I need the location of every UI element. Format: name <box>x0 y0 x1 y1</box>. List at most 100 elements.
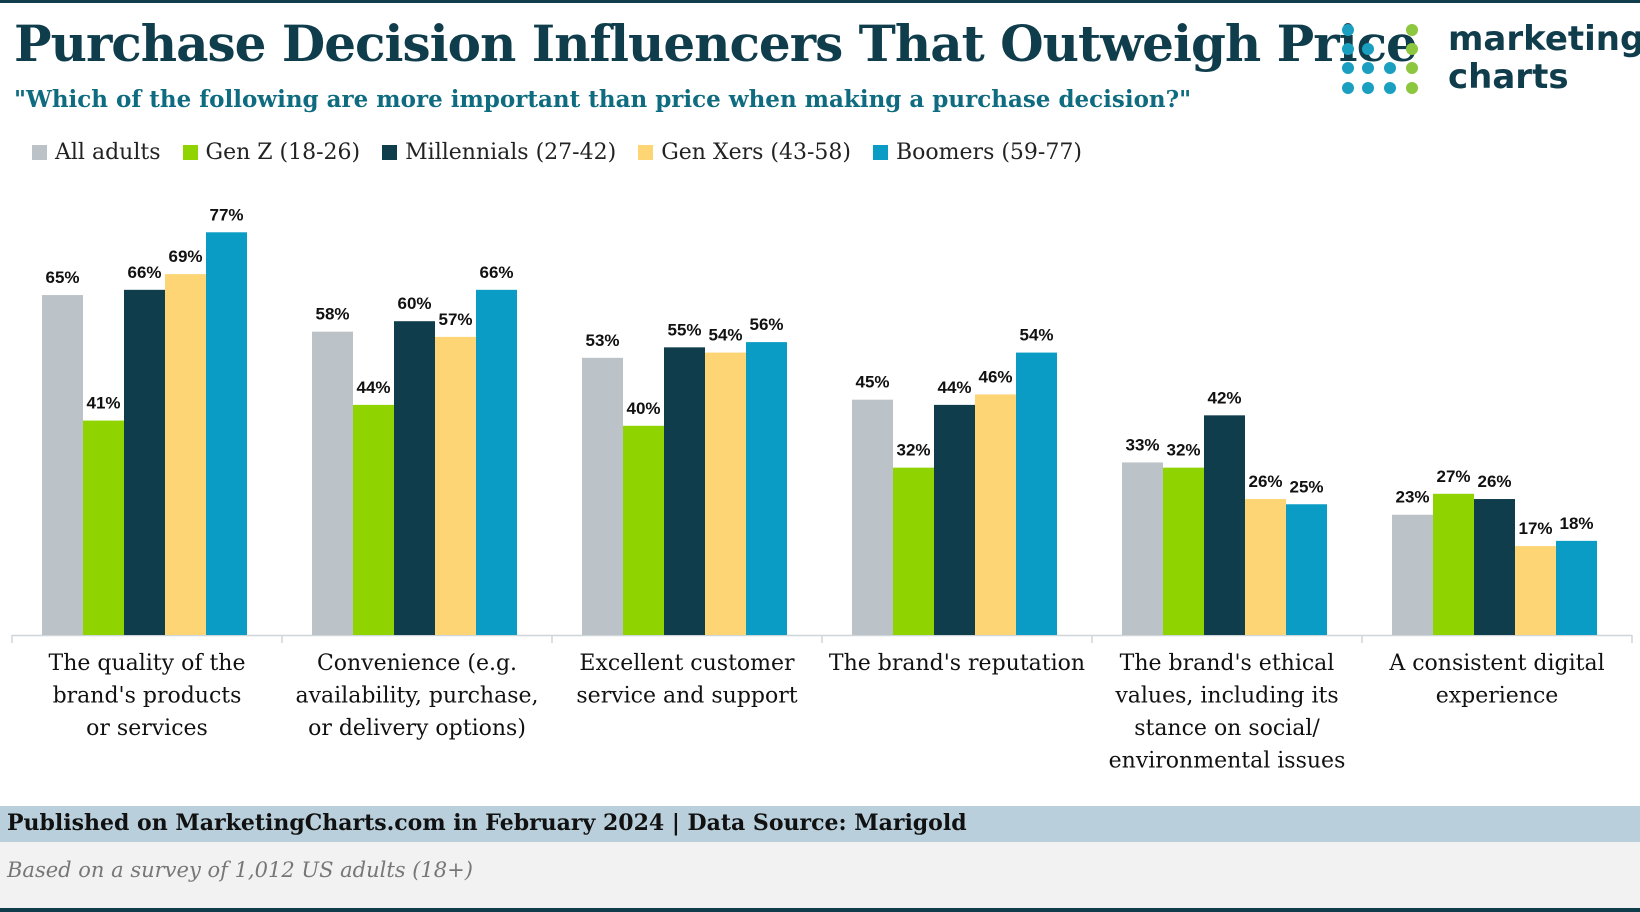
bar <box>124 289 165 635</box>
data-label: 45% <box>855 373 889 392</box>
data-label: 27% <box>1436 467 1470 486</box>
chart-subtitle: "Which of the following are more importa… <box>14 86 1192 113</box>
data-label: 58% <box>315 305 349 324</box>
bar <box>705 352 746 635</box>
bar <box>42 295 83 635</box>
data-label: 32% <box>896 441 930 460</box>
data-label: 17% <box>1518 519 1552 538</box>
legend-item-all-adults: All adults <box>32 140 161 165</box>
data-label: 77% <box>209 205 243 224</box>
data-label: 57% <box>438 310 472 329</box>
legend-swatch <box>32 144 47 160</box>
bar <box>353 404 394 635</box>
chart-title: Purchase Decision Influencers That Outwe… <box>14 14 1418 73</box>
legend-item-gen-xers: Gen Xers (43-58) <box>638 140 851 165</box>
bar <box>1122 462 1163 635</box>
legend-item-gen-z: Gen Z (18-26) <box>182 139 361 165</box>
data-label: 18% <box>1559 514 1593 533</box>
data-label: 55% <box>667 320 701 339</box>
bar <box>975 394 1016 635</box>
bar <box>623 425 664 635</box>
data-label: 65% <box>45 268 79 287</box>
legend-swatch <box>873 144 889 160</box>
category-label: The brand's reputation <box>829 651 1085 676</box>
bar <box>1515 546 1556 635</box>
data-label: 69% <box>168 247 202 266</box>
legend-item-boomers: Boomers (59-77) <box>873 140 1082 165</box>
bar <box>83 420 124 635</box>
bar <box>934 404 975 635</box>
data-label: 42% <box>1207 388 1241 407</box>
bar <box>1286 504 1327 635</box>
data-label: 56% <box>749 315 783 334</box>
chart-legend: All adults Gen Z (18-26) Millennials (27… <box>32 136 1104 168</box>
data-label: 26% <box>1477 472 1511 491</box>
bar <box>1433 493 1474 635</box>
bar <box>476 289 517 635</box>
bar <box>1556 540 1597 635</box>
data-label: 66% <box>127 263 161 282</box>
bar <box>435 336 476 635</box>
bottom-rule <box>0 908 1640 912</box>
bar <box>746 342 787 635</box>
bar <box>394 321 435 635</box>
bar <box>893 467 934 635</box>
data-label: 26% <box>1248 472 1282 491</box>
data-label: 33% <box>1125 435 1159 454</box>
data-label: 44% <box>356 378 390 397</box>
data-label: 23% <box>1395 488 1429 507</box>
category-label: availability, purchase, <box>295 684 538 709</box>
category-label: Convenience (e.g. <box>317 651 517 676</box>
legend-swatch <box>382 144 398 160</box>
legend-label: Gen Xers (43-58) <box>661 139 852 165</box>
category-label: or delivery options) <box>308 716 526 741</box>
category-label: The quality of the <box>49 651 246 676</box>
data-label: 60% <box>397 294 431 313</box>
category-label: brand's products <box>53 684 242 709</box>
logo-text: marketing charts <box>1448 20 1640 96</box>
category-label: The brand's ethical <box>1120 651 1335 676</box>
logo-dots-icon <box>1342 24 1418 94</box>
bar <box>582 357 623 635</box>
bar <box>206 232 247 635</box>
legend-label: Boomers (59-77) <box>896 139 1082 165</box>
bar <box>1474 499 1515 635</box>
logo-line-2: charts <box>1448 57 1569 97</box>
marketingcharts-logo[interactable]: marketing charts <box>1340 20 1640 100</box>
bar <box>852 399 893 635</box>
bar <box>1245 499 1286 635</box>
legend-item-millennials: Millennials (27-42) <box>382 140 616 165</box>
footer-note-bar: Based on a survey of 1,012 US adults (18… <box>0 842 1640 910</box>
data-label: 66% <box>479 263 513 282</box>
data-label: 44% <box>937 378 971 397</box>
category-label: environmental issues <box>1109 749 1346 774</box>
data-label: 46% <box>978 367 1012 386</box>
bar <box>312 331 353 635</box>
data-label: 54% <box>708 326 742 345</box>
legend-label: Millennials (27-42) <box>405 139 617 165</box>
category-label: stance on social/ <box>1134 716 1320 741</box>
bar-chart: 65% 41% 66% 69% 77% The quality of the brand's… <box>11 205 1633 774</box>
legend-label: Gen Z (18-26) <box>205 139 361 165</box>
category-label: service and support <box>576 684 797 709</box>
legend-swatch <box>182 144 198 160</box>
bar <box>1204 415 1245 635</box>
bar <box>1392 514 1433 635</box>
category-label: A consistent digital <box>1388 651 1604 676</box>
legend-label: All adults <box>55 139 161 165</box>
data-label: 32% <box>1166 441 1200 460</box>
data-label: 41% <box>86 394 120 413</box>
bar <box>1163 467 1204 635</box>
logo-line-1: marketing <box>1448 19 1640 59</box>
footer-source-bar: Published on MarketingCharts.com in Febr… <box>0 806 1640 842</box>
bar <box>165 274 206 635</box>
bar <box>664 347 705 635</box>
data-label: 25% <box>1289 477 1323 496</box>
category-label: values, including its <box>1114 684 1338 709</box>
category-label: or services <box>86 716 208 741</box>
data-label: 40% <box>626 399 660 418</box>
bar <box>1016 352 1057 635</box>
legend-swatch <box>638 144 654 160</box>
category-label: experience <box>1436 684 1559 709</box>
data-label: 53% <box>585 331 619 350</box>
